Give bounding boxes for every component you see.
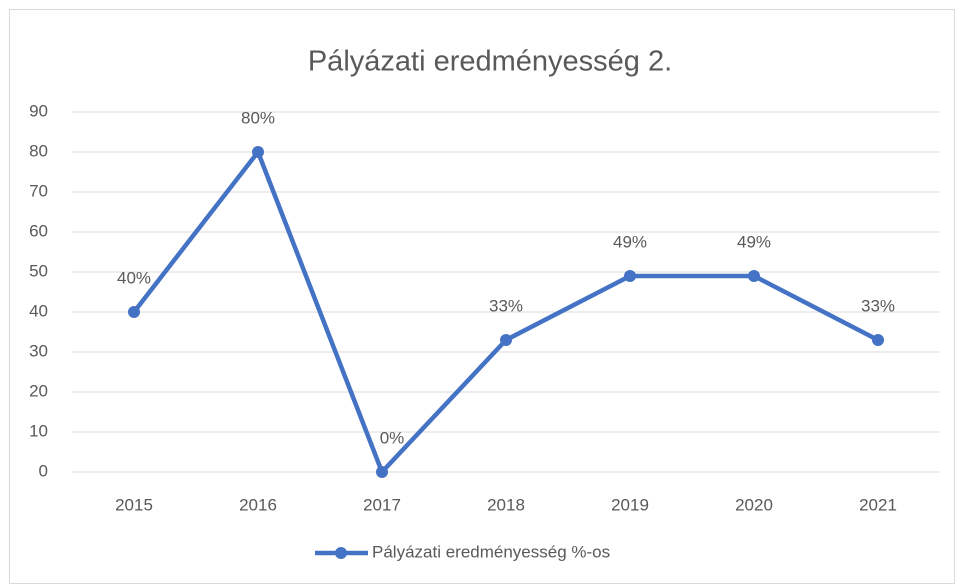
x-tick-label: 2018 [487,495,525,514]
x-tick-label: 2016 [239,495,277,514]
data-label: 33% [489,296,523,315]
data-label: 40% [117,268,151,287]
x-tick-label: 2019 [611,495,649,514]
y-tick-label: 0 [39,461,48,480]
data-label: 0% [380,428,405,447]
x-tick-label: 2017 [363,495,401,514]
data-label: 80% [241,108,275,127]
data-point [624,270,636,282]
data-label: 49% [613,232,647,251]
x-tick-label: 2015 [115,495,153,514]
chart-title: Pályázati eredményesség 2. [308,46,672,78]
data-point [500,334,512,346]
x-tick-label: 2021 [859,495,897,514]
y-tick-label: 40 [29,301,48,320]
data-point [252,146,264,158]
data-point [376,466,388,478]
y-tick-label: 90 [29,101,48,120]
y-tick-label: 30 [29,341,48,360]
data-point [748,270,760,282]
y-tick-label: 60 [29,221,48,240]
data-point [872,334,884,346]
y-tick-label: 80 [29,141,48,160]
data-label: 33% [861,296,895,315]
data-label: 49% [737,232,771,251]
y-tick-label: 10 [29,421,48,440]
y-tick-label: 70 [29,181,48,200]
y-tick-label: 50 [29,261,48,280]
x-tick-label: 2020 [735,495,773,514]
data-point [128,306,140,318]
legend-marker [335,547,347,559]
legend-label: Pályázati eredményesség %-os [372,542,610,561]
y-tick-label: 20 [29,381,48,400]
